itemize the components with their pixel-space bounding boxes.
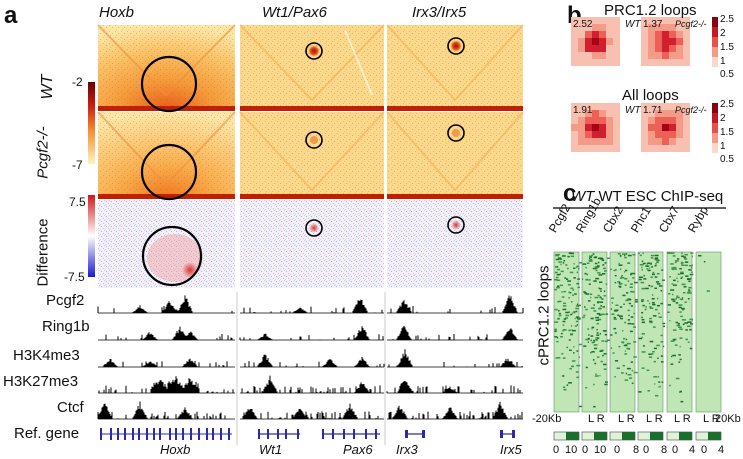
column-title-irx3-irx5: Irx3/Irx5	[412, 4, 467, 21]
loop-circles	[140, 37, 465, 287]
diff-scale-min: -7.5	[64, 270, 85, 284]
panel-c-graphics	[553, 207, 726, 441]
hic-ko-irx3irx5	[386, 111, 524, 199]
scale-b1-tick-4: 0.5	[720, 69, 734, 80]
apa-ko-all-value: 1.71	[643, 105, 663, 116]
column-title-wt1-pax6: Wt1/Pax6	[262, 4, 328, 21]
scale-b1-tick-3: 1	[720, 56, 726, 67]
apa-ko-prc12-value: 1.37	[643, 19, 663, 30]
apa-wt-prc12-label: WT	[625, 19, 641, 30]
hic-wt-irx3irx5	[386, 24, 524, 111]
gene-label-pax6: Pax6	[343, 442, 373, 457]
scale-b1-tick-1: 2	[720, 28, 726, 39]
axis-right-label: 20Kb	[715, 413, 741, 425]
panel-a-letter: a	[4, 2, 18, 29]
apa-ko-prc12-label: Pcgf2-/-	[675, 19, 707, 29]
hic-wt-hoxb	[97, 24, 236, 111]
diff-wt1pax6	[240, 200, 384, 288]
lr-label-2: L R	[588, 413, 605, 425]
hic-scale-min: -7	[72, 158, 83, 172]
lr-label-3: L R	[618, 413, 635, 425]
panel-c-title-text: WT ESC ChIP-seq	[598, 188, 724, 205]
scale-b2-tick-1: 2	[720, 113, 726, 124]
track-label-ref-gene: Ref. gene	[14, 425, 80, 442]
lr-label-6: L R	[703, 413, 720, 425]
hic-scale-max: -2	[72, 75, 83, 89]
apa-wt-all-label: WT	[625, 105, 641, 116]
ref-gene-track	[100, 428, 515, 440]
scale-b2-tick-3: 1	[720, 141, 726, 152]
panel-c-y-label: cPRC1.2 loops	[535, 265, 553, 366]
scale-c5-max: 4	[689, 444, 696, 456]
apa-wt-prc12-value: 2.52	[573, 19, 593, 30]
track-label-h3k4me3: H3K4me3	[13, 347, 80, 364]
panel-c-letter: c	[563, 180, 577, 207]
scale-c5-min: 0	[672, 444, 679, 456]
gene-label-wt1: Wt1	[259, 442, 283, 457]
hic-ko-hoxb	[97, 111, 236, 199]
scale-b2-tick-0: 2.5	[720, 99, 734, 110]
chip-tracks	[97, 295, 524, 420]
panel-b-title-prc12: PRC1.2 loops	[604, 2, 697, 19]
scale-c3-min: 0	[614, 444, 621, 456]
track-label-ring1b: Ring1b	[42, 318, 90, 335]
diff-scale-max: 7.5	[69, 195, 86, 209]
track-label-ctcf: Ctcf	[57, 399, 84, 416]
diff-irx3irx5	[387, 200, 523, 288]
scale-c3-max: 8	[633, 444, 640, 456]
panel-c-title: WT WT ESC ChIP-seq	[571, 188, 724, 205]
hic-wt-wt1pax6	[239, 24, 385, 111]
scale-c2-min: 0	[582, 444, 589, 456]
scale-c4-min: 0	[643, 444, 650, 456]
diff-hoxb	[98, 200, 235, 288]
scale-b1-tick-0: 2.5	[720, 14, 734, 25]
scale-c2-max: 10	[594, 444, 607, 456]
lr-label-4: L R	[646, 413, 663, 425]
column-title-hoxb: Hoxb	[99, 4, 135, 21]
scale-c4-max: 8	[661, 444, 668, 456]
hic-colorbar	[88, 82, 95, 164]
scale-c6-max: 4	[718, 444, 725, 456]
panel-b-title-all: All loops	[622, 87, 679, 104]
diff-colorbar	[88, 195, 95, 277]
scale-b2-tick-2: 1.5	[720, 127, 734, 138]
apa-wt-all-value: 1.91	[573, 105, 593, 116]
scale-c6-min: 0	[701, 444, 708, 456]
lr-label-5: L R	[674, 413, 691, 425]
track-label-h3k27me3: H3K27me3	[3, 373, 79, 390]
gene-label-irx3: Irx3	[396, 442, 418, 457]
scale-b2-tick-4: 0.5	[720, 154, 734, 165]
axis-left-label: -20Kb	[532, 413, 562, 425]
hic-ko-wt1pax6	[239, 111, 385, 199]
apa-ko-all-label: Pcgf2-/-	[675, 105, 707, 115]
track-label-pcgf2: Pcgf2	[46, 292, 85, 309]
gene-label-irx5: Irx5	[500, 442, 522, 457]
panel-b-graphics	[571, 17, 718, 153]
scale-b1-tick-2: 1.5	[720, 42, 734, 53]
scale-c1-max: 10	[565, 444, 578, 456]
gene-label-hoxb: Hoxb	[160, 442, 191, 457]
scale-c1-min: 0	[553, 444, 560, 456]
